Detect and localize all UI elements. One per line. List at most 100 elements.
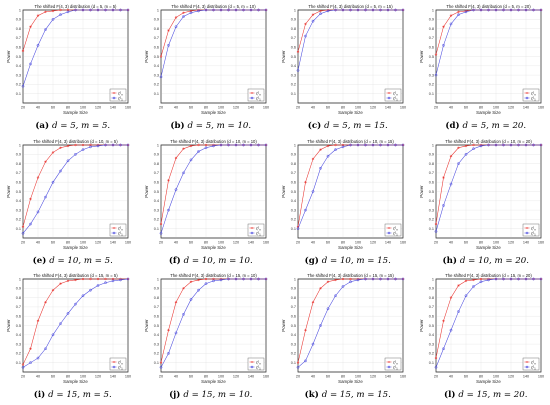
y-tick-label: 1 [431, 143, 433, 147]
y-tick-label: 0.8 [16, 162, 21, 166]
y-tick-label: 0.6 [153, 181, 158, 185]
x-tick-label: 40 [311, 241, 315, 245]
data-point [319, 287, 321, 289]
data-point [349, 278, 351, 280]
x-tick-label: 20 [296, 106, 300, 110]
y-axis-label: Power [281, 185, 286, 198]
data-point [449, 155, 451, 157]
y-tick-label: 0.1 [428, 361, 433, 365]
data-point [464, 145, 466, 147]
y-tick-label: 0.1 [153, 227, 158, 231]
y-tick-label: 0.2 [291, 218, 296, 222]
data-point [59, 282, 61, 284]
x-axis-label: Sample Size [63, 110, 88, 115]
data-point [182, 12, 184, 14]
y-tick-label: 0.4 [428, 64, 433, 68]
y-tick-label: 0.7 [16, 305, 21, 309]
subfigure-caption: (k) d = 15, m = 15. [305, 389, 391, 400]
data-point [479, 278, 481, 280]
data-point [449, 14, 451, 16]
x-tick-label: 40 [448, 106, 452, 110]
data-point [334, 144, 336, 146]
data-point [304, 181, 306, 183]
x-tick-label: 140 [247, 241, 253, 245]
x-tick-label: 60 [463, 375, 467, 379]
x-tick-label: 80 [341, 375, 345, 379]
y-tick-label: 0.2 [291, 83, 296, 87]
y-tick-label: 0.2 [153, 83, 158, 87]
y-tick-label: 0.7 [16, 36, 21, 40]
x-tick-label: 100 [492, 106, 498, 110]
y-tick-label: 0.5 [153, 324, 158, 328]
y-tick-label: 0.2 [153, 352, 158, 356]
chart-title: The shifted F(4, 3) distribution (d = 5,… [446, 4, 531, 9]
x-tick-label: 40 [448, 241, 452, 245]
subfigure-caption: (h) d = 10, m = 20. [442, 255, 528, 266]
x-tick-label: 120 [507, 375, 513, 379]
y-tick-label: 0.8 [16, 27, 21, 31]
y-tick-label: 1 [156, 143, 158, 147]
y-tick-label: 1 [294, 277, 296, 281]
y-tick-label: 0.3 [428, 342, 433, 346]
x-tick-label: 20 [158, 241, 162, 245]
x-tick-label: 80 [203, 106, 207, 110]
x-tick-label: 140 [522, 375, 528, 379]
x-tick-label: 40 [311, 106, 315, 110]
data-point [82, 278, 84, 280]
x-tick-label: 120 [232, 106, 238, 110]
x-tick-label: 160 [125, 241, 131, 245]
data-point [97, 278, 99, 280]
y-tick-label: 0.5 [16, 190, 21, 194]
y-tick-label: 0.7 [428, 36, 433, 40]
y-tick-label: 0.5 [291, 190, 296, 194]
x-tick-label: 60 [51, 375, 55, 379]
data-point [472, 144, 474, 146]
x-tick-label: 80 [66, 106, 70, 110]
data-point [472, 279, 474, 281]
data-point [312, 13, 314, 15]
y-tick-label: 0.1 [291, 92, 296, 96]
data-point [182, 148, 184, 150]
y-tick-label: 1 [156, 8, 158, 12]
x-tick-label: 120 [95, 106, 101, 110]
x-tick-label: 20 [21, 241, 25, 245]
x-tick-label: 40 [36, 375, 40, 379]
x-axis-label: Sample Size [201, 379, 226, 384]
y-tick-label: 0.2 [428, 83, 433, 87]
data-point [334, 279, 336, 281]
data-point [189, 145, 191, 147]
chart-title: The shifted F(4, 3) distribution (d = 15… [170, 273, 257, 278]
y-tick-label: 0.3 [16, 342, 21, 346]
x-tick-label: 120 [95, 375, 101, 379]
data-point [464, 280, 466, 282]
y-tick-label: 0.9 [16, 18, 21, 22]
x-tick-label: 140 [385, 106, 391, 110]
y-tick-label: 0.6 [153, 46, 158, 50]
x-tick-label: 160 [125, 106, 131, 110]
y-tick-label: 0.8 [291, 162, 296, 166]
y-tick-label: 0.8 [428, 296, 433, 300]
y-tick-label: 0.4 [153, 64, 158, 68]
y-tick-label: 0.8 [291, 27, 296, 31]
data-point [167, 329, 169, 331]
y-tick-label: 1 [19, 277, 21, 281]
y-tick-label: 0.2 [291, 352, 296, 356]
y-tick-label: 0.3 [16, 208, 21, 212]
subfigure-caption: (g) d = 10, m = 15. [305, 255, 391, 266]
y-tick-label: 0.8 [153, 296, 158, 300]
x-tick-label: 40 [36, 241, 40, 245]
data-point [37, 176, 39, 178]
y-tick-label: 0.3 [291, 342, 296, 346]
y-tick-label: 0.1 [153, 92, 158, 96]
data-point [182, 287, 184, 289]
x-tick-label: 100 [217, 241, 223, 245]
y-axis-label: Power [281, 50, 286, 63]
x-tick-label: 100 [80, 375, 86, 379]
data-point [434, 357, 436, 359]
x-tick-label: 140 [385, 241, 391, 245]
x-tick-label: 160 [537, 375, 543, 379]
x-tick-label: 40 [311, 375, 315, 379]
